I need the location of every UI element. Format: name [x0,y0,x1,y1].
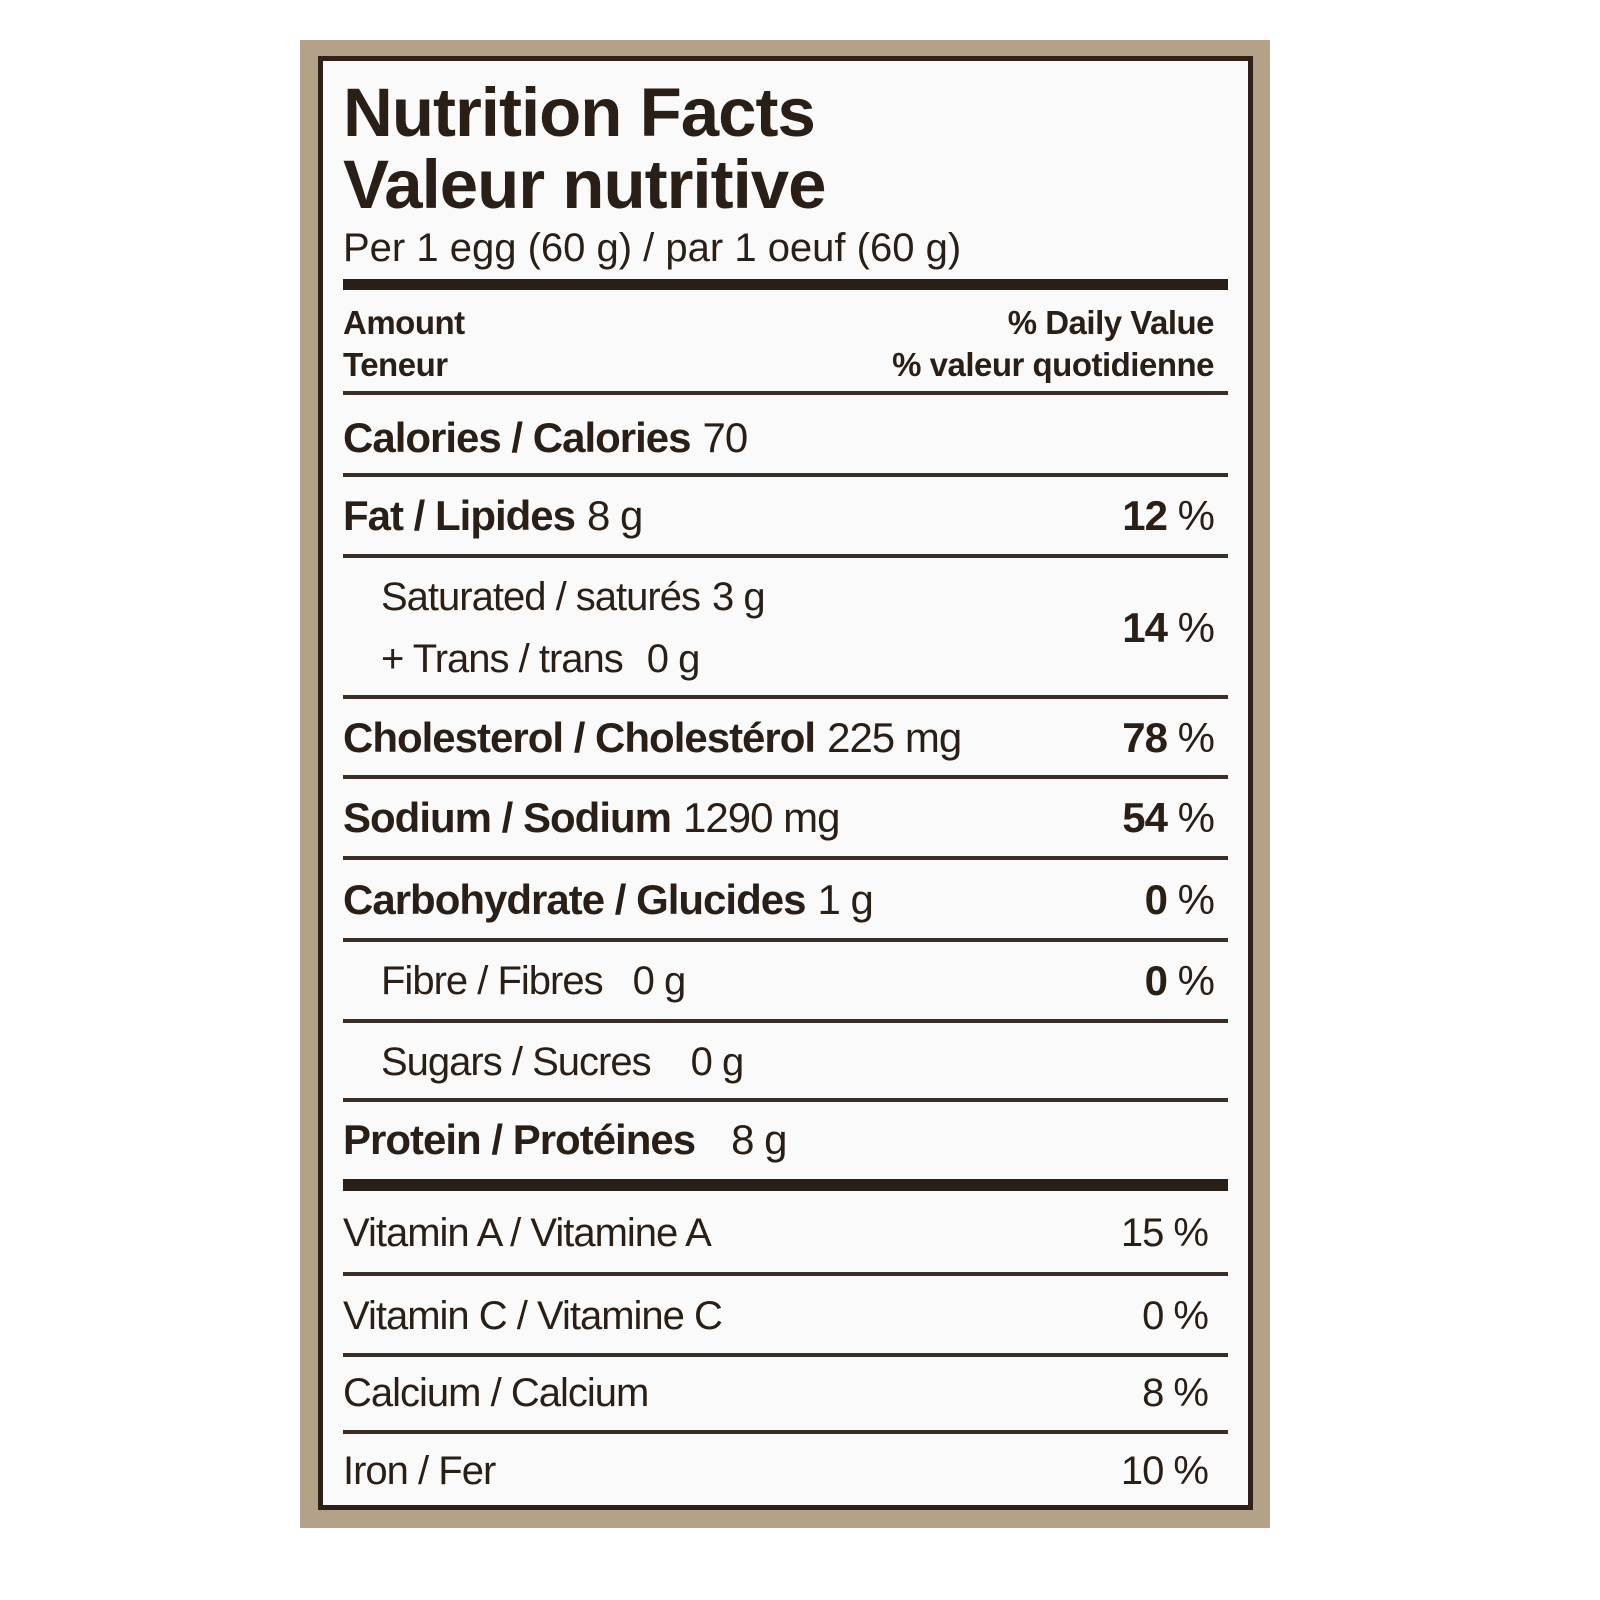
saturated-amount: 3 g [711,575,766,619]
calories-value: 70 [702,414,749,461]
calcium-dv: 8 % [1142,1370,1209,1415]
row-vitamin-c: Vitamin C / Vitamine C 0 % [343,1280,1228,1352]
row-saturated-trans: Saturated / saturés 3 g + Trans / trans 0 … [343,562,1228,694]
title-french: Valeur nutritive [343,146,827,223]
divider [343,1430,1228,1434]
divider [343,1353,1228,1357]
row-sugars: Sugars / Sucres 0 g [343,1026,1228,1098]
divider [343,938,1228,942]
calcium-label: Calcium / Calcium [343,1370,649,1415]
title-english: Nutrition Facts [343,74,816,151]
percent-sign: % [1166,714,1215,761]
row-iron: Iron / Fer 10 % [343,1436,1228,1506]
serving-size: Per 1 egg (60 g) / par 1 oeuf (60 g) [343,226,962,270]
row-calories: Calories / Calories 70 [343,405,1228,471]
sugars-label: Sugars / Sucres [381,1039,652,1084]
row-fibre: Fibre / Fibres 0 g 0 % [343,945,1228,1017]
fat-dv: 12 [1122,492,1168,539]
amount-label: Amount [343,304,465,341]
percent-sign: % [1166,794,1215,841]
vitamin-a-label: Vitamin A / Vitamine A [343,1210,712,1255]
vitamin-a-dv: 15 % [1120,1210,1209,1255]
calories-label: Calories / Calories [343,414,691,461]
divider-thick [343,1179,1228,1191]
carbohydrate-dv: 0 [1144,876,1168,923]
row-protein: Protein / Protéines 8 g [343,1105,1228,1175]
saturated-trans-dv: 14 [1122,604,1168,651]
divider [343,1272,1228,1276]
valeur-quotidienne-label: % valeur quotidienne [892,346,1214,383]
sodium-dv: 54 [1122,794,1168,841]
row-carbohydrate: Carbohydrate / Glucides 1 g 0 % [343,863,1228,937]
row-cholesterol: Cholesterol / Cholestérol 225 mg 78 % [343,702,1228,774]
cholesterol-amount: 225 mg [827,714,962,761]
row-calcium: Calcium / Calcium 8 % [343,1358,1228,1428]
row-fat: Fat / Lipides 8 g 12 % [343,480,1228,552]
divider [343,856,1228,860]
percent-sign: % [1166,876,1215,923]
iron-label: Iron / Fer [343,1448,496,1493]
fibre-label: Fibre / Fibres [381,958,604,1003]
fat-amount: 8 g [587,492,643,539]
divider-thick [343,279,1228,290]
divider [343,1098,1228,1102]
row-vitamin-a: Vitamin A / Vitamine A 15 % [343,1196,1228,1270]
vitamin-c-label: Vitamin C / Vitamine C [343,1293,723,1338]
fibre-dv: 0 [1144,957,1168,1004]
trans-label: + Trans / trans [381,637,624,681]
sodium-label: Sodium / Sodium [343,794,672,841]
sodium-amount: 1290 mg [683,794,840,841]
nutrition-panel [318,56,1253,1510]
cholesterol-label: Cholesterol / Cholestérol [343,714,816,761]
daily-value-label: % Daily Value [1007,304,1215,341]
protein-amount: 8 g [731,1116,787,1163]
divider [343,391,1228,395]
fat-label: Fat / Lipides [343,492,576,539]
carbohydrate-label: Carbohydrate / Glucides [343,876,806,923]
divider [343,554,1228,558]
row-sodium: Sodium / Sodium 1290 mg 54 % [343,782,1228,854]
protein-label: Protein / Protéines [343,1116,696,1163]
teneur-label: Teneur [343,346,448,383]
cholesterol-dv: 78 [1122,714,1168,761]
divider [343,1019,1228,1023]
trans-amount: 0 g [646,637,701,681]
divider [343,695,1228,699]
percent-sign: % [1166,492,1215,539]
percent-sign: % [1166,604,1215,651]
divider [343,473,1228,477]
saturated-label: Saturated / saturés [381,575,701,619]
carbohydrate-amount: 1 g [817,876,873,923]
fibre-amount: 0 g [632,958,687,1003]
column-header: Amount Teneur % Daily Value % valeur quoti… [343,302,1228,386]
iron-dv: 10 % [1120,1448,1209,1493]
percent-sign: % [1166,957,1215,1004]
divider [343,775,1228,779]
sugars-amount: 0 g [690,1039,745,1084]
vitamin-c-dv: 0 % [1142,1293,1209,1338]
